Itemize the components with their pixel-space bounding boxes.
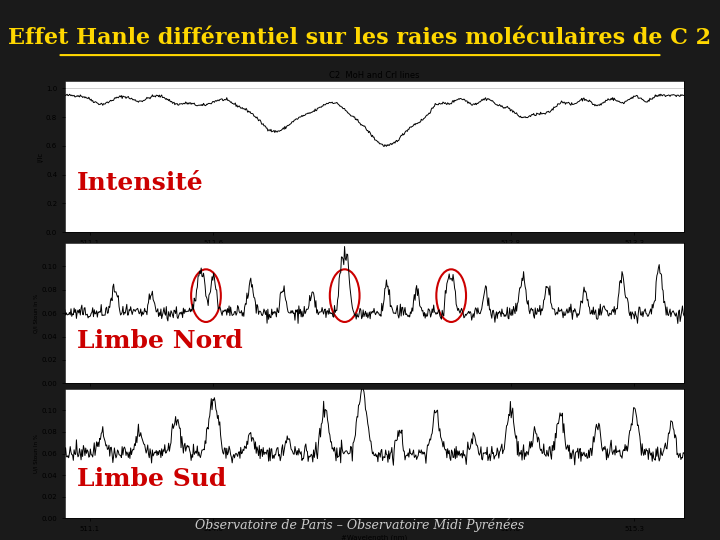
- Y-axis label: I/Ic: I/Ic: [37, 152, 43, 161]
- Text: Limbe Sud: Limbe Sud: [77, 467, 226, 491]
- Title: C2  MoH and CrI lines: C2 MoH and CrI lines: [329, 71, 420, 80]
- Text: Observatoire de Paris – Observatoire Midi Pyrénées: Observatoire de Paris – Observatoire Mid…: [195, 518, 525, 532]
- Text: Limbe Nord: Limbe Nord: [77, 329, 243, 353]
- X-axis label: #Wavelength (nm): #Wavelength (nm): [341, 535, 408, 540]
- Text: Intensité: Intensité: [77, 171, 204, 195]
- Text: Effet Hanle différentiel sur les raies moléculaires de C 2: Effet Hanle différentiel sur les raies m…: [9, 27, 711, 49]
- Y-axis label: U/I Stoun In %: U/I Stoun In %: [34, 434, 39, 473]
- Y-axis label: Q/I Stoun In %: Q/I Stoun In %: [34, 294, 39, 333]
